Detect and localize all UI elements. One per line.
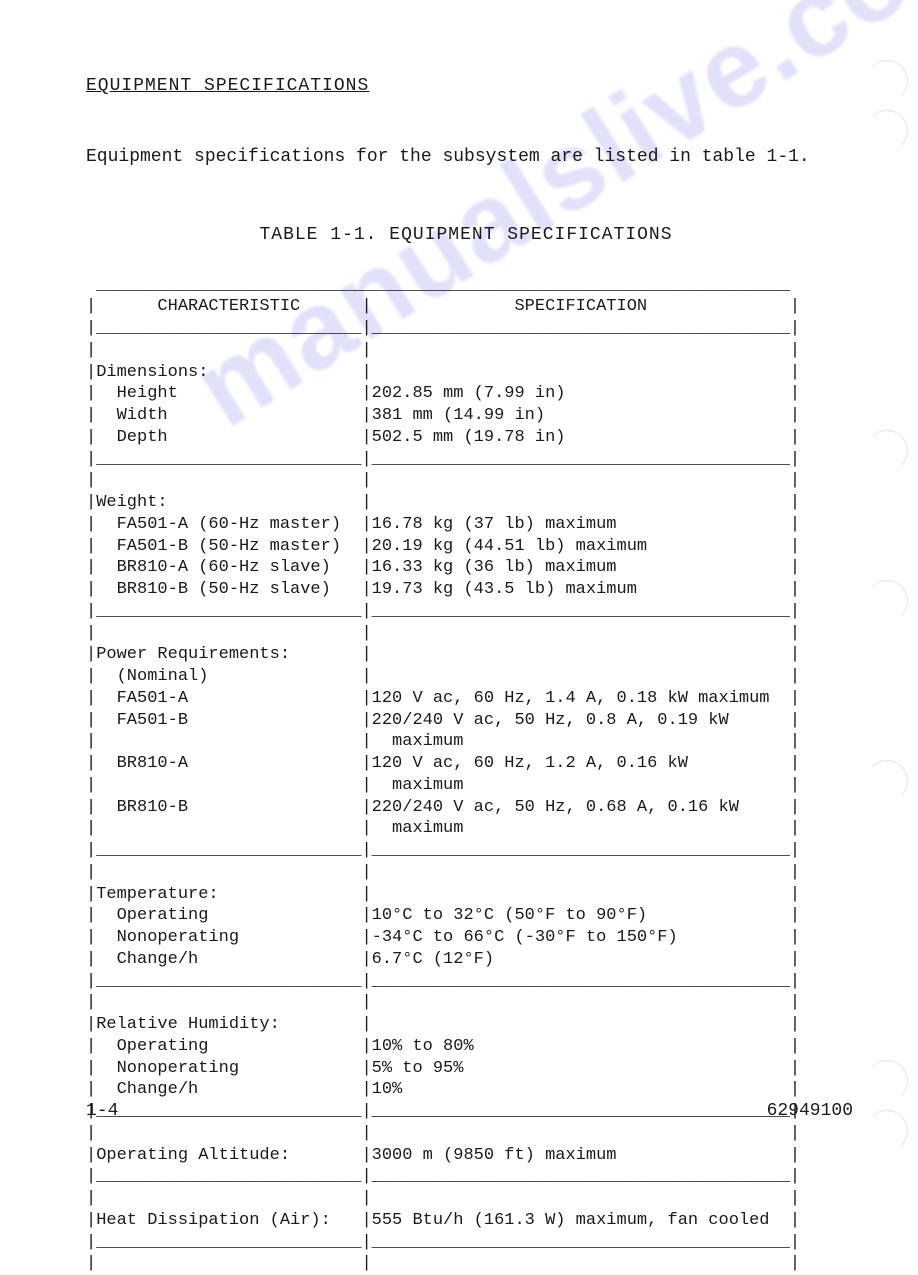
spec-table: ________________________________________… xyxy=(86,275,846,1275)
scan-artifact-arc xyxy=(866,1060,908,1102)
scan-artifact-arc xyxy=(866,430,908,472)
scan-artifact-arc xyxy=(866,1110,908,1152)
intro-paragraph: Equipment specifications for the subsyst… xyxy=(86,146,846,169)
document-page: EQUIPMENT SPECIFICATIONS Equipment speci… xyxy=(86,75,846,1275)
scan-artifact-arc xyxy=(866,110,908,152)
section-heading: EQUIPMENT SPECIFICATIONS xyxy=(86,75,846,98)
table-caption: TABLE 1-1. EQUIPMENT SPECIFICATIONS xyxy=(86,224,846,247)
scan-artifact-arc xyxy=(866,580,908,622)
document-number: 62949100 xyxy=(767,1100,853,1123)
scan-artifact-arc xyxy=(866,60,908,102)
page-number: 1-4 xyxy=(86,1100,118,1123)
scan-artifact-arc xyxy=(866,760,908,802)
